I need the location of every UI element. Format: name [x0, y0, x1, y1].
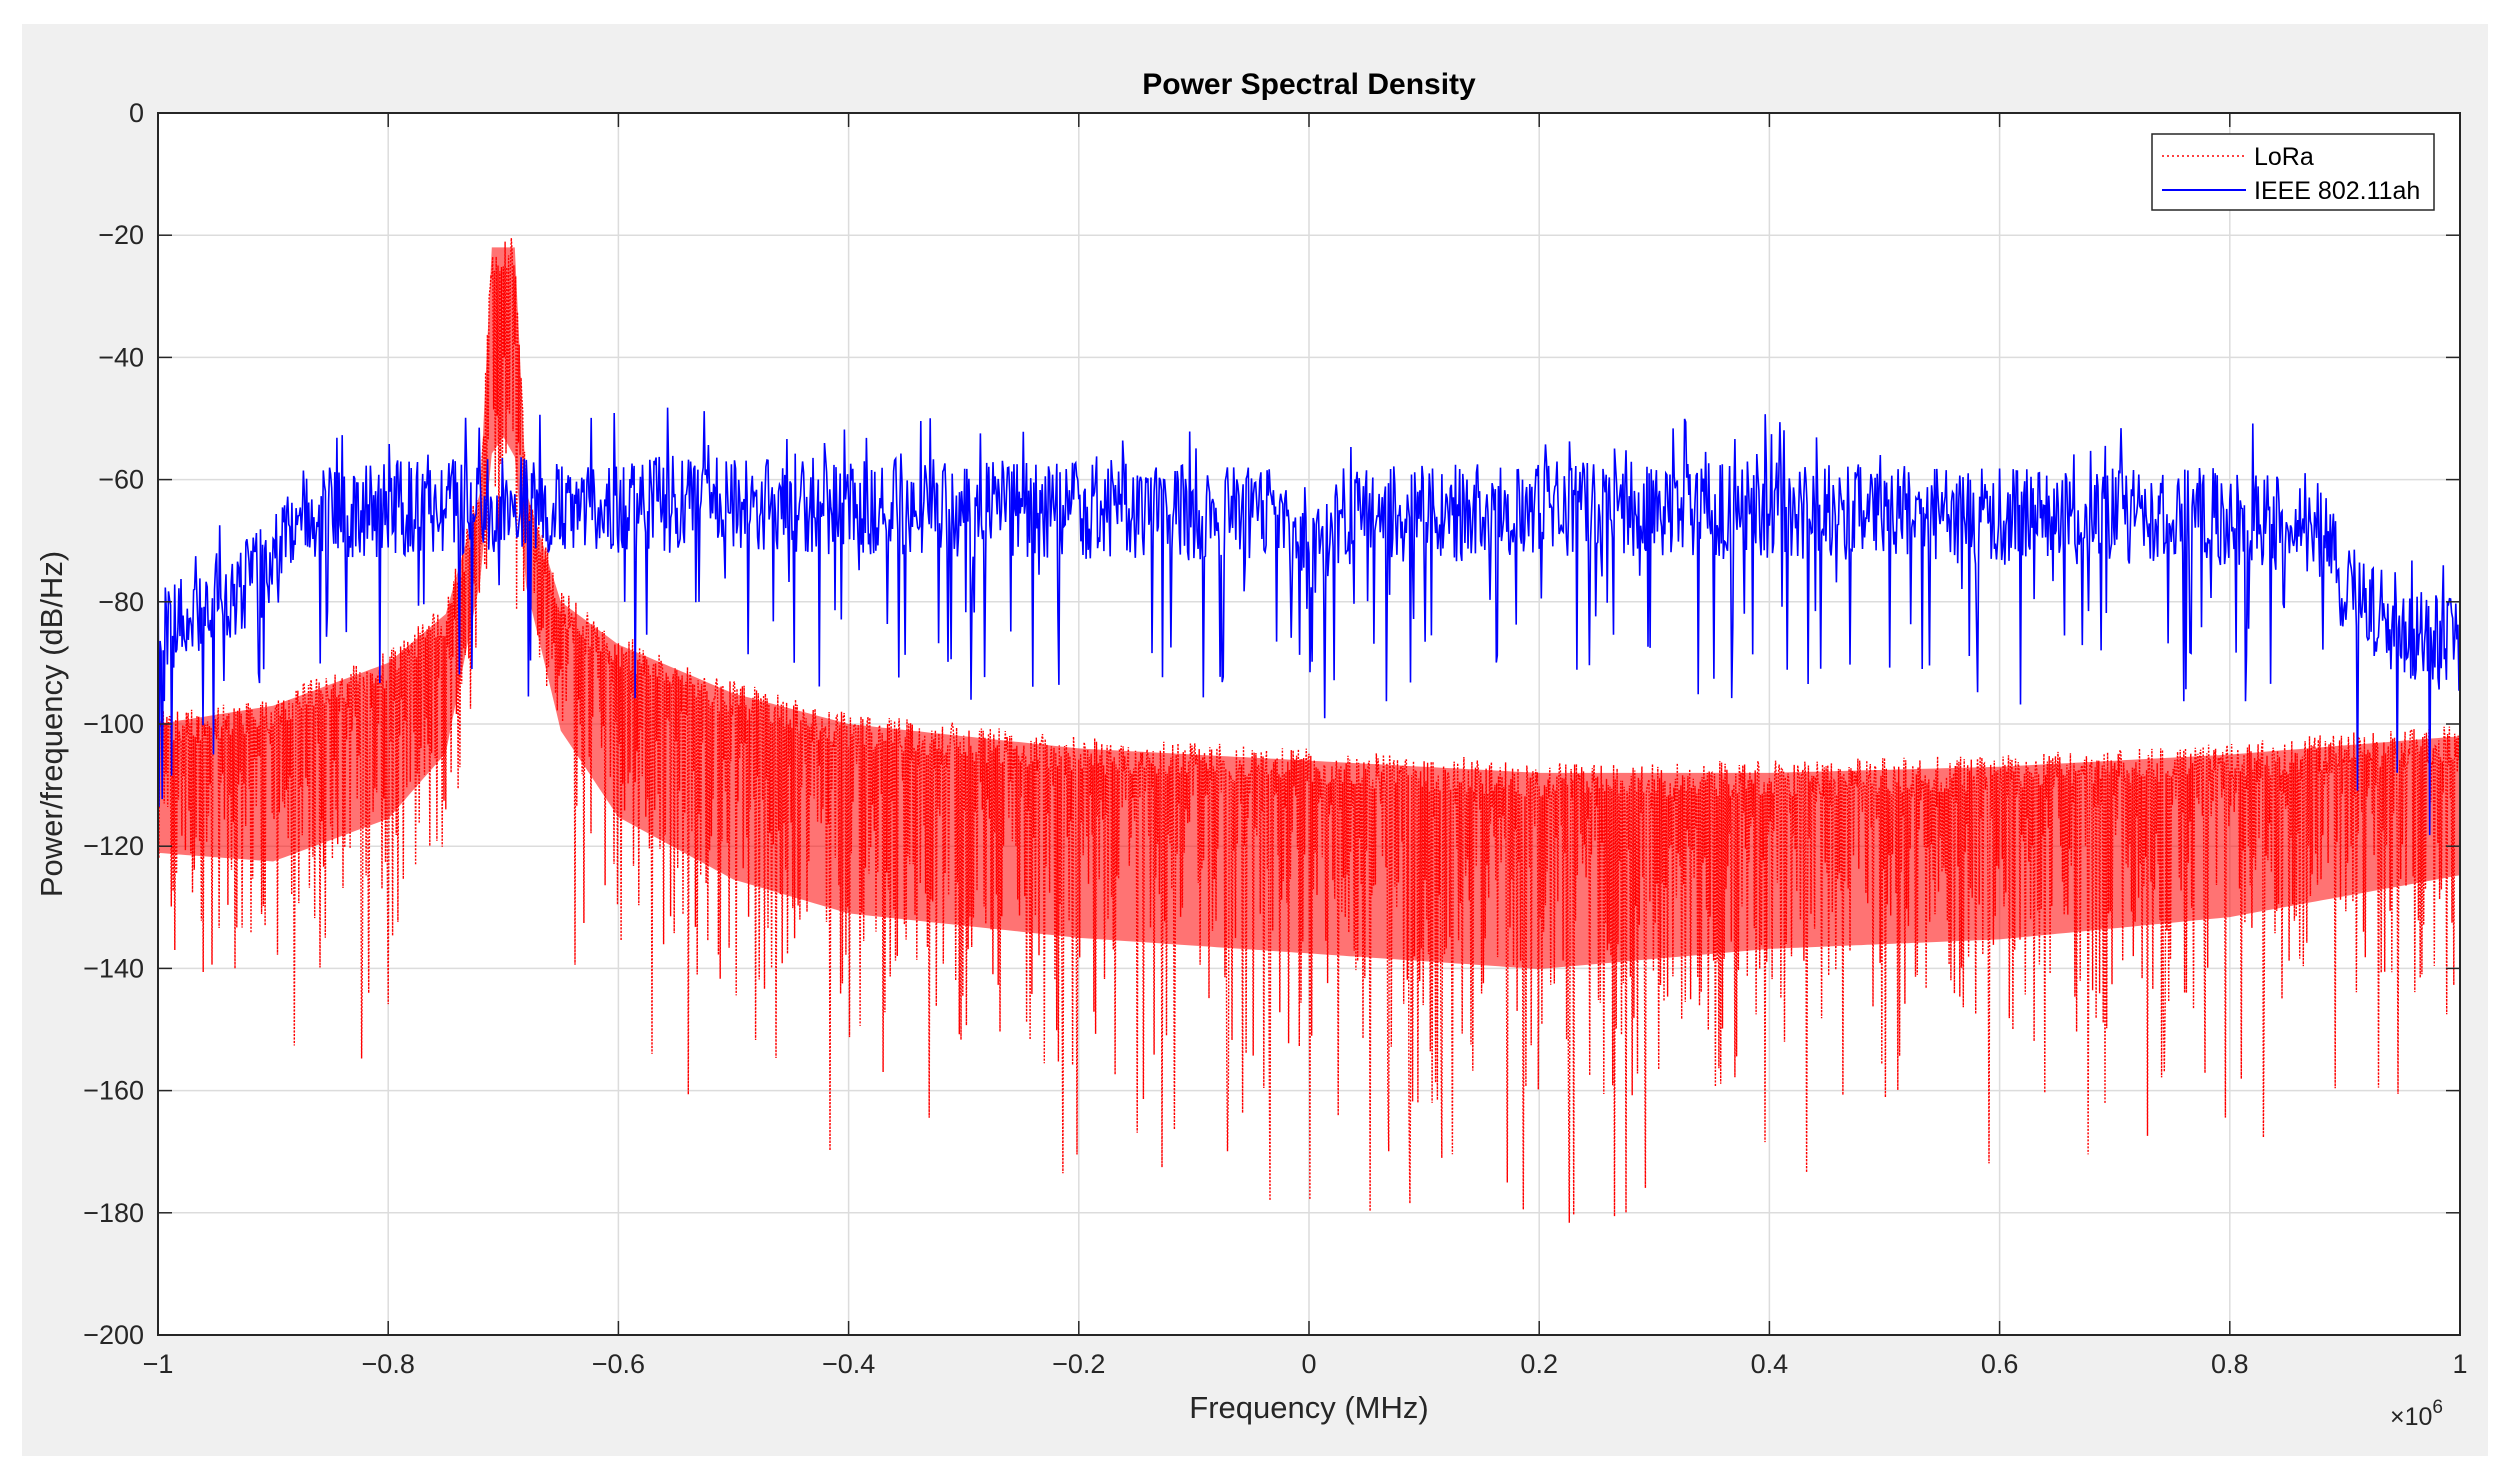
- x-axis-exponent: ×106: [2390, 1397, 2443, 1431]
- legend[interactable]: LoRa IEEE 802.11ah: [2151, 133, 2435, 211]
- y-tick-label: 0: [129, 98, 144, 128]
- x-tick-label: −0.4: [822, 1349, 875, 1379]
- x-axis-exponent-power: 6: [2432, 1397, 2443, 1418]
- y-tick-label: −160: [83, 1076, 144, 1106]
- x-axis-exponent-base: ×10: [2390, 1403, 2432, 1431]
- y-axis-label: Power/frequency (dB/Hz): [34, 551, 69, 897]
- y-tick-label: −180: [83, 1198, 144, 1228]
- x-tick-label: −0.8: [362, 1349, 415, 1379]
- ieee-802-11ah-line: [158, 407, 2460, 836]
- y-tick-label: −20: [98, 220, 144, 250]
- x-tick-label: −0.6: [592, 1349, 645, 1379]
- lora-line: [158, 237, 2460, 1223]
- y-tick-label: −100: [83, 709, 144, 739]
- x-tick-label: 0.2: [1520, 1349, 1558, 1379]
- x-tick-label: −0.2: [1052, 1349, 1105, 1379]
- x-tick-label: 0.4: [1751, 1349, 1789, 1379]
- y-tick-label: −80: [98, 587, 144, 617]
- axis-ticks: −1 −0.8 −0.6 −0.4 −0.2 0 0.2 0.4 0.6 0.8 1 0 −20 −40 −…: [83, 98, 2467, 1379]
- x-tick-label: 0.8: [2211, 1349, 2249, 1379]
- y-tick-label: −60: [98, 465, 144, 495]
- chart-title: Power Spectral Density: [1142, 68, 1476, 101]
- y-tick-label: −120: [83, 831, 144, 861]
- x-tick-label: 0: [1301, 1349, 1316, 1379]
- legend-box: [2151, 133, 2435, 211]
- legend-ieee-label: IEEE 802.11ah: [2254, 177, 2420, 205]
- y-tick-label: −40: [98, 342, 144, 372]
- series-layer: [158, 237, 2460, 1223]
- y-tick-label: −140: [83, 953, 144, 983]
- y-tick-label: −200: [83, 1320, 144, 1350]
- x-tick-label: 0.6: [1981, 1349, 2019, 1379]
- x-tick-label: −1: [143, 1349, 174, 1379]
- legend-lora-label: LoRa: [2254, 143, 2314, 171]
- x-axis-label: Frequency (MHz): [1189, 1390, 1428, 1425]
- x-tick-label: 1: [2452, 1349, 2467, 1379]
